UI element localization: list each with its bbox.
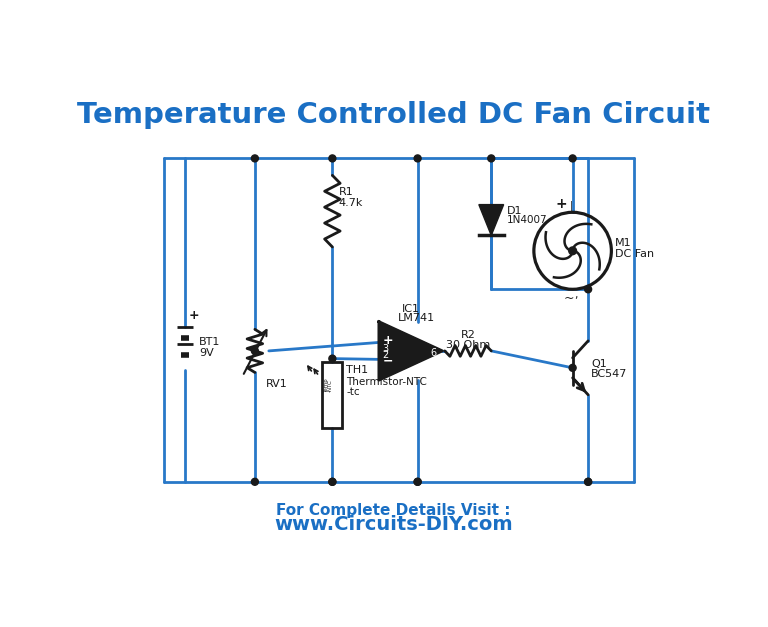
- Text: R1: R1: [339, 187, 353, 198]
- Circle shape: [251, 478, 258, 485]
- Text: BC547: BC547: [591, 369, 627, 379]
- Circle shape: [414, 478, 421, 485]
- Circle shape: [584, 478, 591, 485]
- Text: TH1: TH1: [346, 365, 369, 375]
- Text: +: +: [188, 309, 199, 322]
- Text: 4.7k: 4.7k: [339, 198, 363, 208]
- Circle shape: [329, 478, 336, 485]
- Text: +: +: [382, 334, 393, 347]
- Text: |: |: [569, 200, 573, 211]
- Circle shape: [329, 478, 336, 485]
- Text: 1N4007: 1N4007: [507, 215, 548, 225]
- Text: R2: R2: [461, 330, 475, 340]
- Bar: [323, 362, 343, 428]
- Text: -tc: -tc: [346, 387, 360, 397]
- Text: BT1: BT1: [199, 337, 220, 347]
- Text: 2: 2: [382, 350, 389, 360]
- Text: RV1: RV1: [266, 379, 287, 389]
- Text: +: +: [556, 197, 568, 211]
- Text: Thermistor-NTC: Thermistor-NTC: [346, 377, 427, 387]
- Text: D1: D1: [507, 206, 522, 216]
- Polygon shape: [379, 322, 442, 380]
- Text: For Complete Details Visit :: For Complete Details Visit :: [276, 503, 511, 518]
- Text: 30 Ohm: 30 Ohm: [446, 340, 490, 350]
- Circle shape: [584, 478, 591, 485]
- Text: DC Fan: DC Fan: [615, 249, 654, 259]
- Circle shape: [414, 478, 421, 485]
- Text: M1: M1: [615, 238, 632, 248]
- Polygon shape: [479, 204, 504, 235]
- Circle shape: [569, 364, 576, 371]
- Text: Temperature Controlled DC Fan Circuit: Temperature Controlled DC Fan Circuit: [77, 102, 710, 129]
- Circle shape: [569, 155, 576, 162]
- Circle shape: [329, 155, 336, 162]
- Text: LM741: LM741: [399, 313, 435, 323]
- Text: Q1: Q1: [591, 359, 607, 369]
- Text: 4: 4: [412, 366, 418, 376]
- Circle shape: [584, 286, 591, 293]
- Text: 9V: 9V: [199, 348, 214, 358]
- Text: 3: 3: [382, 344, 388, 354]
- Circle shape: [488, 155, 495, 162]
- Circle shape: [569, 247, 577, 255]
- Circle shape: [329, 355, 336, 362]
- Text: www.Circuits-DIY.com: www.Circuits-DIY.com: [274, 515, 513, 534]
- Circle shape: [251, 347, 258, 354]
- Text: -NTC: -NTC: [328, 379, 333, 392]
- Text: IC1: IC1: [402, 304, 420, 314]
- Text: 7: 7: [412, 324, 418, 334]
- Text: ~: ~: [564, 292, 574, 305]
- Text: 6: 6: [431, 348, 437, 358]
- Text: −: −: [382, 354, 393, 367]
- Text: Temp: Temp: [324, 378, 329, 393]
- Circle shape: [251, 155, 258, 162]
- Text: ,: ,: [574, 290, 578, 300]
- Circle shape: [414, 155, 421, 162]
